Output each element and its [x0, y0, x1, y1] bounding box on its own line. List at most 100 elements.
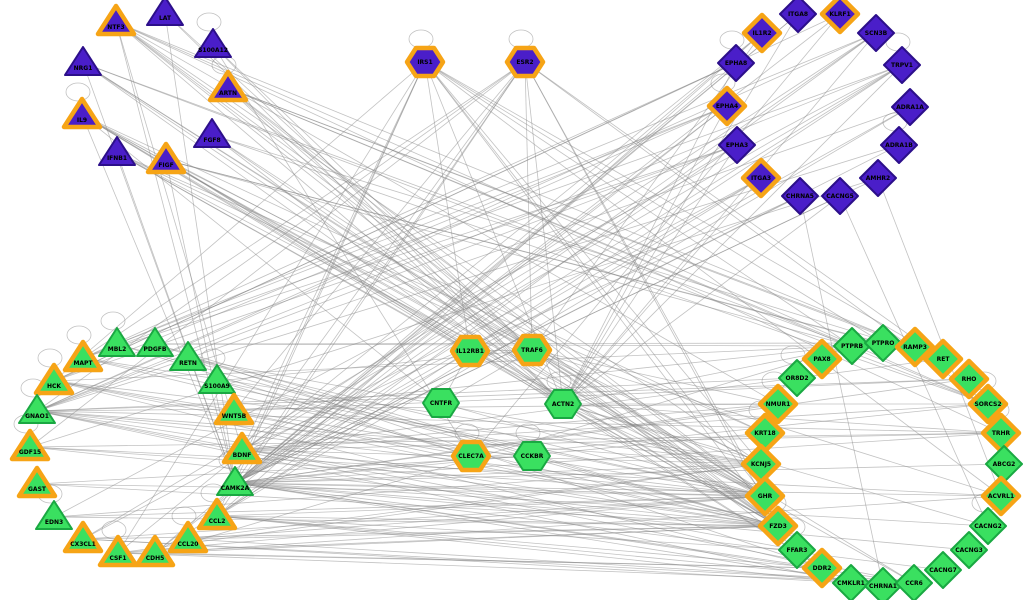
edge-BDNF-KCNJ5 [241, 449, 762, 465]
edge-GNAO1-FZD3 [36, 410, 779, 527]
node-GDF15[interactable]: GDF15 [9, 428, 51, 462]
edge-GNAO1-CCR6 [36, 410, 915, 584]
triangle-shape [193, 118, 231, 148]
triangle-shape [207, 69, 249, 103]
triangle-shape [9, 428, 51, 462]
hexagon-shape [513, 441, 551, 471]
edge-BDNF-FZD3 [241, 449, 779, 527]
node-GAST[interactable]: GAST [16, 465, 58, 499]
node-FGF8[interactable]: FGF8 [193, 118, 231, 148]
edge-NTF3-ACTN2 [115, 21, 564, 405]
triangle-shape [216, 466, 254, 496]
edge-IL1R2-CSF1 [117, 32, 763, 554]
node-ITGA8[interactable]: ITGA8 [779, 0, 817, 33]
edge-FGF8-ACTN2 [211, 134, 564, 405]
edge-GNAO1-OR8D2 [36, 377, 798, 412]
node-EPHA4[interactable]: EPHA4 [706, 85, 748, 127]
node-CLEC7A[interactable]: CLEC7A [450, 439, 492, 473]
self-loop-MBL2 [100, 311, 126, 331]
node-NTF3[interactable]: NTF3 [95, 3, 137, 37]
node-CCKBR[interactable]: CCKBR [513, 441, 551, 471]
node-ADRA1A[interactable]: ADRA1A [891, 88, 929, 126]
edge-TRAF6-NMUR1 [531, 349, 779, 405]
node-IL12RB1[interactable]: IL12RB1 [449, 334, 491, 368]
edge-S100A9-CLEC7A [216, 380, 472, 457]
edge-EPHA3-HCK [53, 144, 738, 382]
node-ESR2[interactable]: ESR2 [504, 45, 546, 79]
edge-IL9-IL12RB1 [81, 114, 471, 352]
node-EDN3[interactable]: EDN3 [35, 500, 73, 530]
diamond-shape [895, 564, 933, 600]
node-LAT[interactable]: LAT [146, 0, 184, 26]
self-loop-CCL20 [171, 506, 197, 526]
edge-PDGFB-FZD3 [154, 343, 779, 527]
hexagon-shape [504, 45, 546, 79]
node-ADRA1B[interactable]: ADRA1B [880, 126, 918, 164]
edge-IRS1-CAMK2A [234, 61, 426, 484]
edge-CCL2-DDR2 [216, 515, 823, 569]
node-GNAO1[interactable]: GNAO1 [18, 394, 56, 424]
node-CNTFR[interactable]: CNTFR [422, 388, 460, 418]
edge-HCK-GHR [53, 380, 766, 497]
triangle-shape [198, 364, 236, 394]
node-IL1R2[interactable]: IL1R2 [741, 12, 783, 54]
edge-ACTN2-GHR [562, 403, 766, 497]
edge-ITGA8-ACTN2 [562, 13, 799, 405]
edge-IRS1-IL12RB1 [424, 61, 471, 352]
diamond-shape [744, 475, 786, 517]
node-CACNG5[interactable]: CACNG5 [821, 177, 859, 215]
node-MAPT[interactable]: MAPT [62, 339, 104, 373]
edge-FGF8-SORCS2 [211, 134, 989, 405]
diamond-shape [980, 475, 1022, 517]
node-MBL2[interactable]: MBL2 [98, 327, 136, 357]
edge-ESR2-CAMK2A [234, 61, 526, 484]
edge-CHRNA5-CHRNA1 [799, 195, 884, 587]
edge-EPHA4-CDH5 [154, 105, 728, 554]
edge-GNAO1-FFAR3 [36, 410, 798, 551]
node-S100A12[interactable]: S100A12 [194, 28, 232, 58]
diamond-shape [894, 326, 936, 368]
edge-CAMK2A-CACNG2 [234, 482, 989, 527]
triangle-shape [167, 520, 209, 554]
triangle-shape [221, 431, 263, 465]
self-loop-S100A12 [196, 12, 222, 32]
edge-CCL2-GHR [216, 495, 766, 517]
node-AMHR2[interactable]: AMHR2 [859, 159, 897, 197]
triangle-shape [18, 394, 56, 424]
edge-HCK-KCNJ5 [53, 380, 762, 465]
edge-CCL2-CMKLR1 [216, 515, 852, 584]
node-KCNJ5[interactable]: KCNJ5 [740, 443, 782, 485]
edge-GDF15-ACVRL1 [29, 446, 1002, 497]
edge-KLRF1-CLEC7A [470, 13, 841, 457]
node-ABCG2[interactable]: ABCG2 [985, 445, 1023, 483]
diamond-shape [801, 547, 843, 589]
node-KLRF1[interactable]: KLRF1 [819, 0, 861, 35]
node-NRG1[interactable]: NRG1 [64, 46, 102, 76]
node-IL9[interactable]: IL9 [61, 96, 103, 130]
edges-layer [29, 12, 1005, 587]
node-TRAF6[interactable]: TRAF6 [511, 333, 553, 367]
diamond-shape [741, 12, 783, 54]
edge-IRS1-RET [424, 61, 944, 360]
node-ITGA3[interactable]: ITGA3 [740, 157, 782, 199]
node-EPHA8[interactable]: EPHA8 [717, 44, 755, 82]
edge-IRS1-ACVRL1 [424, 61, 1002, 497]
edge-ACTN2-FZD3 [562, 403, 779, 527]
edge-GAST-CCKBR [36, 455, 533, 485]
node-IRS1[interactable]: IRS1 [404, 45, 446, 79]
edge-ACTN2-PTPRB [562, 345, 853, 405]
diamond-shape [757, 383, 799, 425]
edge-IL9-KRT18 [81, 114, 766, 434]
edge-CNTFR-TRAF6 [440, 349, 533, 404]
edge-SCN3B-ACTN2 [562, 32, 877, 405]
diamond-shape [832, 564, 870, 600]
edge-EPHA4-GNAO1 [36, 105, 728, 412]
node-SCN3B[interactable]: SCN3B [857, 14, 895, 52]
triangle-shape [196, 497, 238, 531]
self-loop-MAPT [66, 325, 92, 345]
diamond-shape [883, 46, 921, 84]
node-ACTN2[interactable]: ACTN2 [544, 389, 582, 419]
edge-GDF15-GHR [29, 446, 766, 497]
edge-AMHR2-ACVRL1 [877, 177, 1002, 497]
